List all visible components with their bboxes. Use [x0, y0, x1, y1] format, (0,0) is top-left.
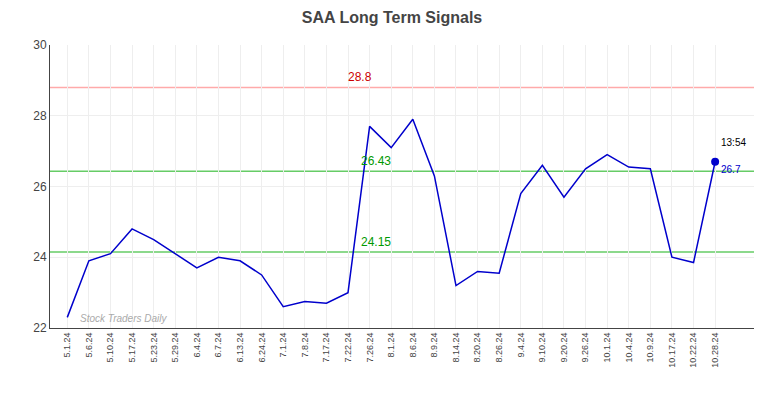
svg-text:7.22.24: 7.22.24 [343, 333, 353, 363]
svg-text:8.6.24: 8.6.24 [408, 333, 418, 358]
svg-text:10.9.24: 10.9.24 [645, 333, 655, 363]
svg-text:10.28.24: 10.28.24 [710, 333, 720, 368]
svg-text:Stock Traders Daily: Stock Traders Daily [80, 313, 168, 324]
svg-text:8.26.24: 8.26.24 [494, 333, 504, 363]
svg-text:28.8: 28.8 [348, 70, 372, 84]
svg-text:8.14.24: 8.14.24 [451, 333, 461, 363]
svg-text:9.10.24: 9.10.24 [537, 333, 547, 363]
svg-text:10.22.24: 10.22.24 [688, 333, 698, 368]
svg-text:8.1.24: 8.1.24 [386, 333, 396, 358]
svg-text:5.6.24: 5.6.24 [84, 333, 94, 358]
svg-text:7.1.24: 7.1.24 [278, 333, 288, 358]
svg-text:5.23.24: 5.23.24 [149, 333, 159, 363]
svg-text:9.4.24: 9.4.24 [516, 333, 526, 358]
svg-text:26.7: 26.7 [721, 164, 741, 175]
svg-text:10.1.24: 10.1.24 [602, 333, 612, 363]
svg-text:6.13.24: 6.13.24 [235, 333, 245, 363]
svg-text:6.4.24: 6.4.24 [192, 333, 202, 358]
svg-text:6.7.24: 6.7.24 [213, 333, 223, 358]
svg-text:5.1.24: 5.1.24 [62, 333, 72, 358]
svg-text:9.26.24: 9.26.24 [580, 333, 590, 363]
svg-text:28: 28 [33, 109, 47, 123]
svg-text:13:54: 13:54 [721, 137, 746, 148]
svg-text:7.17.24: 7.17.24 [321, 333, 331, 363]
svg-text:6.24.24: 6.24.24 [257, 333, 267, 363]
svg-text:5.29.24: 5.29.24 [170, 333, 180, 363]
svg-text:26.43: 26.43 [361, 154, 391, 168]
svg-text:7.26.24: 7.26.24 [365, 333, 375, 363]
svg-text:SAA Long Term Signals: SAA Long Term Signals [302, 9, 483, 26]
svg-text:7.8.24: 7.8.24 [300, 333, 310, 358]
svg-text:24: 24 [33, 250, 47, 264]
svg-text:30: 30 [33, 38, 47, 52]
svg-text:9.20.24: 9.20.24 [559, 333, 569, 363]
svg-text:5.10.24: 5.10.24 [105, 333, 115, 363]
svg-text:10.17.24: 10.17.24 [667, 333, 677, 368]
svg-text:24.15: 24.15 [361, 235, 391, 249]
svg-text:26: 26 [33, 180, 47, 194]
svg-text:22: 22 [33, 321, 47, 335]
svg-text:5.17.24: 5.17.24 [127, 333, 137, 363]
svg-text:8.9.24: 8.9.24 [429, 333, 439, 358]
svg-text:8.20.24: 8.20.24 [473, 333, 483, 363]
svg-text:10.4.24: 10.4.24 [624, 333, 634, 363]
